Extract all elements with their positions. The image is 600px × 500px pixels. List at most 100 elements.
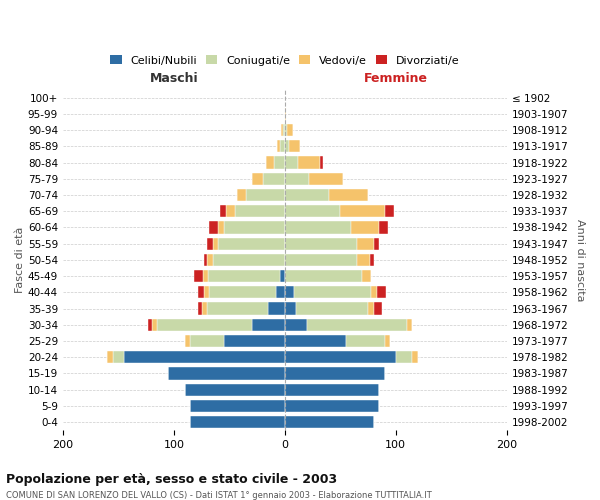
Bar: [285, 368, 385, 380]
Bar: [407, 318, 412, 331]
Bar: [283, 124, 285, 136]
Bar: [320, 156, 323, 168]
Bar: [274, 156, 285, 168]
Bar: [285, 384, 379, 396]
Text: COMUNE DI SAN LORENZO DEL VALLO (CS) - Dati ISTAT 1° gennaio 2003 - Elaborazione: COMUNE DI SAN LORENZO DEL VALLO (CS) - D…: [6, 491, 432, 500]
Bar: [251, 318, 285, 331]
Legend: Celibi/Nubili, Coniugati/e, Vedovi/e, Divorziati/e: Celibi/Nubili, Coniugati/e, Vedovi/e, Di…: [106, 50, 464, 70]
Bar: [293, 286, 371, 298]
Bar: [285, 124, 287, 136]
Bar: [268, 302, 285, 314]
Bar: [204, 254, 207, 266]
Bar: [190, 400, 285, 412]
Bar: [220, 205, 226, 218]
Bar: [266, 156, 274, 168]
Bar: [198, 302, 202, 314]
Bar: [209, 286, 276, 298]
Bar: [281, 124, 283, 136]
Bar: [235, 205, 285, 218]
Y-axis label: Fasce di età: Fasce di età: [15, 226, 25, 293]
Text: Femmine: Femmine: [364, 72, 428, 85]
Bar: [371, 286, 377, 298]
Bar: [148, 318, 152, 331]
Bar: [209, 222, 218, 234]
Bar: [237, 189, 246, 201]
Bar: [168, 368, 285, 380]
Bar: [285, 302, 296, 314]
Bar: [218, 238, 285, 250]
Bar: [207, 302, 268, 314]
Bar: [285, 270, 362, 282]
Bar: [285, 140, 289, 152]
Bar: [207, 254, 212, 266]
Bar: [285, 335, 346, 347]
Bar: [412, 351, 418, 364]
Bar: [285, 156, 298, 168]
Bar: [374, 238, 379, 250]
Bar: [285, 222, 352, 234]
Bar: [285, 205, 340, 218]
Bar: [208, 270, 280, 282]
Bar: [285, 286, 293, 298]
Bar: [124, 351, 285, 364]
Bar: [285, 416, 374, 428]
Bar: [377, 286, 386, 298]
Bar: [368, 302, 374, 314]
Bar: [185, 384, 285, 396]
Bar: [340, 205, 385, 218]
Bar: [357, 238, 374, 250]
Bar: [113, 351, 124, 364]
Bar: [204, 286, 209, 298]
Bar: [224, 222, 285, 234]
Bar: [352, 222, 379, 234]
Bar: [370, 254, 374, 266]
Bar: [298, 156, 320, 168]
Bar: [357, 254, 370, 266]
Bar: [285, 189, 329, 201]
Bar: [224, 335, 285, 347]
Bar: [263, 172, 285, 185]
Bar: [307, 318, 407, 331]
Bar: [287, 124, 293, 136]
Text: Maschi: Maschi: [149, 72, 198, 85]
Bar: [246, 189, 285, 201]
Bar: [185, 335, 190, 347]
Bar: [207, 238, 212, 250]
Bar: [329, 189, 368, 201]
Bar: [107, 351, 113, 364]
Bar: [276, 286, 285, 298]
Bar: [277, 140, 280, 152]
Bar: [362, 270, 371, 282]
Bar: [190, 416, 285, 428]
Bar: [226, 205, 235, 218]
Bar: [285, 254, 357, 266]
Bar: [285, 172, 309, 185]
Bar: [202, 302, 207, 314]
Bar: [289, 140, 301, 152]
Bar: [385, 335, 390, 347]
Bar: [396, 351, 412, 364]
Bar: [190, 335, 224, 347]
Bar: [309, 172, 343, 185]
Bar: [280, 140, 285, 152]
Bar: [198, 286, 204, 298]
Bar: [152, 318, 157, 331]
Bar: [379, 222, 388, 234]
Bar: [285, 318, 307, 331]
Bar: [251, 172, 263, 185]
Bar: [296, 302, 368, 314]
Bar: [285, 400, 379, 412]
Bar: [212, 238, 218, 250]
Bar: [194, 270, 203, 282]
Y-axis label: Anni di nascita: Anni di nascita: [575, 218, 585, 301]
Bar: [374, 302, 382, 314]
Bar: [346, 335, 385, 347]
Bar: [157, 318, 251, 331]
Text: Popolazione per età, sesso e stato civile - 2003: Popolazione per età, sesso e stato civil…: [6, 472, 337, 486]
Bar: [203, 270, 208, 282]
Bar: [218, 222, 224, 234]
Bar: [385, 205, 394, 218]
Bar: [280, 270, 285, 282]
Bar: [285, 351, 396, 364]
Bar: [285, 238, 357, 250]
